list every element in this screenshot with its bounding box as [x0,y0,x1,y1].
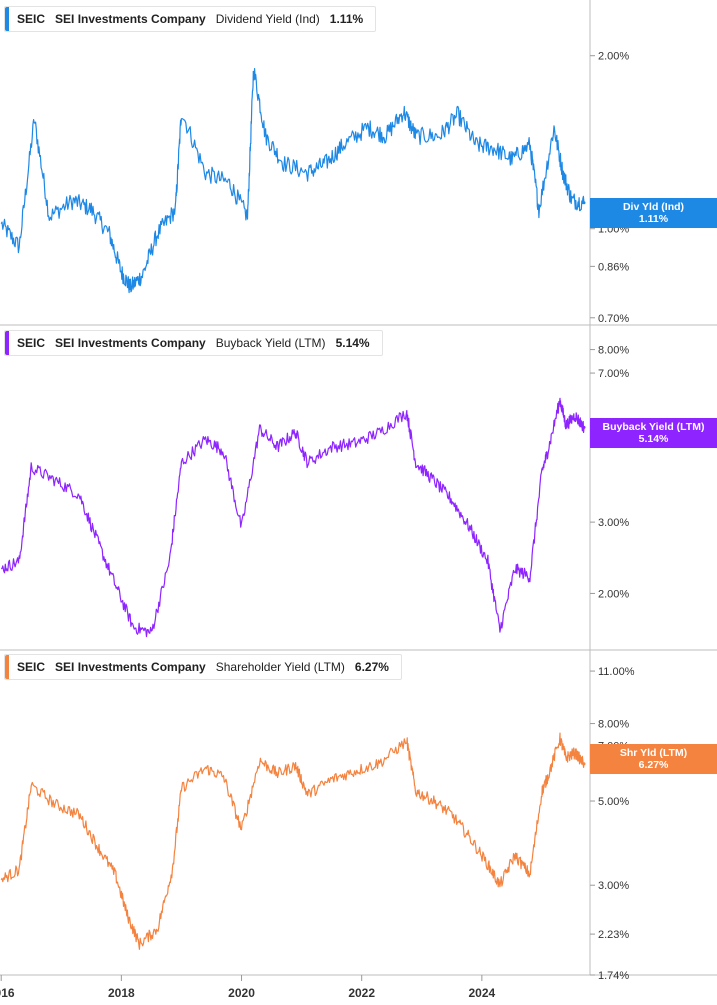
series-color-swatch [5,655,9,679]
series-color-swatch [5,331,9,355]
y-tick-label: 3.00% [598,880,629,892]
legend-value: 1.11% [329,12,364,26]
tag-label: Shr Yld (LTM) [619,747,688,759]
series-line-dividend-yield [0,68,585,294]
legend-value: 5.14% [335,336,370,350]
x-tick-label: 2020 [228,986,255,1000]
y-tick-label: 0.70% [598,313,629,325]
legend-value: 6.27% [354,660,389,674]
legend-buyback-yield[interactable]: SEIC SEI Investments Company Buyback Yie… [4,330,383,356]
legend-metric: Buyback Yield (LTM) [215,336,326,350]
tag-value: 6.27% [638,759,669,771]
y-tick-label: 0.86% [598,261,629,273]
y-tick-label: 8.00% [598,719,629,731]
y-tick-label: 2.00% [598,588,629,600]
y-tick-label: 1.74% [598,970,629,982]
legend-ticker: SEIC [17,660,46,674]
tag-label: Div Yld (Ind) [622,201,685,213]
y-tick-label: 2.00% [598,51,629,63]
x-tick-label: 2018 [108,986,135,1000]
tag-value: 5.14% [638,433,669,445]
legend-ticker: SEIC [17,12,46,26]
x-tick-label: 2024 [469,986,496,1000]
legend-company: SEI Investments Company [55,660,206,674]
tag-value: 1.11% [638,213,669,225]
legend-company: SEI Investments Company [55,336,206,350]
current-value-tag-buyback: Buyback Yield (LTM) 5.14% [590,418,717,448]
current-value-tag-shareholder: Shr Yld (LTM) 6.27% [590,744,717,774]
last-point-dividend-yield [582,201,586,205]
y-tick-label: 8.00% [598,345,629,357]
series-line-buyback-yield [0,397,585,638]
legend-dividend-yield[interactable]: SEIC SEI Investments Company Dividend Yi… [4,6,377,32]
legend-metric: Shareholder Yield (LTM) [215,660,345,674]
y-tick-label: 11.00% [598,666,635,678]
y-tick-label: 3.00% [598,517,629,529]
series-color-swatch [5,7,9,31]
x-tick-label: 2022 [348,986,375,1000]
legend-company: SEI Investments Company [55,12,206,26]
y-tick-label: 5.00% [598,796,629,808]
current-value-tag-dividend: Div Yld (Ind) 1.11% [590,198,717,228]
y-tick-label: 7.00% [598,368,629,380]
last-point-buyback-yield [582,425,586,429]
series-line-shareholder-yield [0,732,585,950]
legend-shareholder-yield[interactable]: SEIC SEI Investments Company Shareholder… [4,654,402,680]
y-tick-label: 2.23% [598,929,629,941]
tag-label: Buyback Yield (LTM) [602,421,705,433]
last-point-shareholder-yield [582,762,586,766]
legend-ticker: SEIC [17,336,46,350]
x-tick-label: 2016 [0,986,15,1000]
legend-metric: Dividend Yield (Ind) [215,12,320,26]
